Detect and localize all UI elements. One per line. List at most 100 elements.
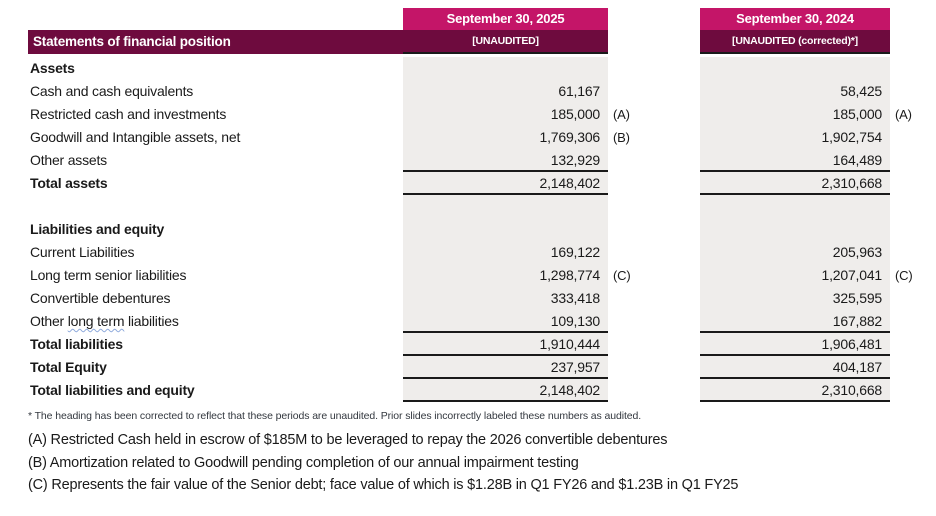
value-2024: 404,187 [700, 356, 890, 379]
note-2025 [608, 310, 650, 333]
value-2025: 237,957 [403, 356, 608, 379]
note-2024 [890, 241, 936, 264]
row-total-liabilities: Total liabilities 1,910,444 1,906,481 [28, 333, 936, 356]
gap [650, 241, 700, 264]
header-date-spacer [28, 8, 403, 30]
value-2025: 1,298,774 [403, 264, 608, 287]
value-2025: 2,148,402 [403, 172, 608, 195]
row-total-assets: Total assets 2,148,402 2,310,668 [28, 172, 936, 195]
value-2024: 2,310,668 [700, 172, 890, 195]
note-2024 [890, 356, 936, 379]
gap [650, 356, 700, 379]
header-note-spacer-2024 [890, 8, 936, 30]
note-2025 [608, 241, 650, 264]
value-2024 [700, 57, 890, 80]
note-2024 [890, 80, 936, 103]
financial-position-table: September 30, 2025 September 30, 2024 St… [28, 8, 936, 402]
audit-status-2024: [UNAUDITED (corrected)*] [700, 30, 890, 54]
value-2024: 1,906,481 [700, 333, 890, 356]
spellcheck-squiggle-text: long term [67, 313, 125, 329]
note-2025: (A) [613, 107, 630, 122]
note-2025: (B) [613, 130, 630, 145]
note-2025 [608, 333, 650, 356]
header-date-row: September 30, 2025 September 30, 2024 [28, 8, 936, 30]
note-2024 [890, 310, 936, 333]
note-2025 [608, 80, 650, 103]
gap [650, 287, 700, 310]
value-2024: 205,963 [700, 241, 890, 264]
line-item-label: Other assets [30, 152, 107, 168]
value-2025 [403, 57, 608, 80]
section-label: Liabilities and equity [30, 221, 165, 237]
value-2024: 1,207,041 [700, 264, 890, 287]
footnotes: * The heading has been corrected to refl… [28, 408, 918, 497]
header-title-row: Statements of financial position [UNAUDI… [28, 30, 936, 54]
gap [650, 80, 700, 103]
audit-status-2025: [UNAUDITED] [403, 30, 608, 54]
total-label: Total Equity [30, 359, 107, 375]
gap [650, 195, 700, 218]
line-item-label: Cash and cash equivalents [30, 83, 194, 99]
row-total-equity: Total Equity 237,957 404,187 [28, 356, 936, 379]
row-convertible-debentures: Convertible debentures 333,418 325,595 [28, 287, 936, 310]
note-2025 [608, 57, 650, 80]
value-2025 [403, 218, 608, 241]
row-current-liabilities: Current Liabilities 169,122 205,963 [28, 241, 936, 264]
gap [650, 218, 700, 241]
note-2024 [890, 379, 936, 402]
note-2025: (C) [613, 268, 631, 283]
column-header-2024: September 30, 2024 [700, 8, 890, 30]
value-2025: 1,910,444 [403, 333, 608, 356]
value-2024: 185,000 [700, 103, 890, 126]
note-2024 [890, 149, 936, 172]
row-other-long-term-liabilities: Other long term liabilities 109,130 167,… [28, 310, 936, 333]
line-item-label: Convertible debentures [30, 290, 171, 306]
note-2025 [608, 218, 650, 241]
label-suffix: liabilities [124, 313, 179, 329]
row-restricted-cash-and-investments: Restricted cash and investments 185,000 … [28, 103, 936, 126]
spacer-note-2025 [608, 195, 650, 218]
table-title: Statements of financial position [28, 30, 403, 54]
note-2024 [890, 57, 936, 80]
row-goodwill-and-intangible-assets: Goodwill and Intangible assets, net 1,76… [28, 126, 936, 149]
footnote-c: (C) Represents the fair value of the Sen… [28, 477, 739, 493]
spacer-value-2025 [403, 195, 608, 218]
gap [650, 172, 700, 195]
total-label: Total assets [30, 175, 108, 191]
value-2025: 169,122 [403, 241, 608, 264]
gap [650, 149, 700, 172]
value-2025: 132,929 [403, 149, 608, 172]
row-total-liabilities-and-equity: Total liabilities and equity 2,148,402 2… [28, 379, 936, 402]
total-label: Total liabilities and equity [30, 382, 195, 398]
value-2025: 1,769,306 [403, 126, 608, 149]
value-2025: 333,418 [403, 287, 608, 310]
gap [650, 379, 700, 402]
note-2024 [890, 287, 936, 310]
title-gap [650, 30, 700, 54]
value-2024: 167,882 [700, 310, 890, 333]
note-2025 [608, 356, 650, 379]
note-2024: (C) [895, 268, 913, 283]
line-item-label: Long term senior liabilities [30, 267, 187, 283]
row-spacer [28, 195, 936, 218]
note-2025 [608, 149, 650, 172]
note-2024 [890, 126, 936, 149]
spacer-label [28, 195, 403, 218]
value-2024: 1,902,754 [700, 126, 890, 149]
column-header-2025: September 30, 2025 [403, 8, 608, 30]
row-assets-section: Assets [28, 57, 936, 80]
gap [650, 103, 700, 126]
value-2024: 2,310,668 [700, 379, 890, 402]
header-gap [650, 8, 700, 30]
footnote-b: (B) Amortization related to Goodwill pen… [28, 454, 579, 471]
footnote-corrected-heading: * The heading has been corrected to refl… [28, 410, 642, 422]
note-2025 [608, 287, 650, 310]
row-long-term-senior-liabilities: Long term senior liabilities 1,298,774 (… [28, 264, 936, 287]
gap [650, 310, 700, 333]
gap [650, 57, 700, 80]
note-2025 [608, 172, 650, 195]
footnote-a: (A) Restricted Cash held in escrow of $1… [28, 432, 668, 448]
title-note-spacer-2025 [608, 30, 650, 54]
value-2024: 325,595 [700, 287, 890, 310]
value-2025: 109,130 [403, 310, 608, 333]
